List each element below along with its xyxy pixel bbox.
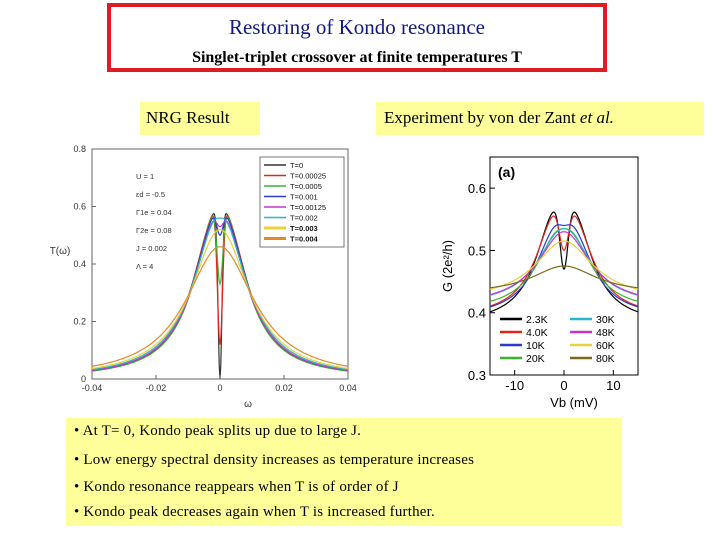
nrg-y-label: T(ω) [50,246,71,257]
exp-ytick-3: 0.6 [468,181,486,196]
exp-ytick-1: 0.4 [468,306,486,321]
nrg-line-6 [91,228,349,370]
exp-legend-label-4: 30K [596,314,615,326]
exp-legend-label-7: 80K [596,353,615,365]
nrg-line-2 [91,216,349,372]
nrg-line-5 [91,217,349,371]
exp-line-0 [489,211,639,313]
nrg-param-3: Γ2e = 0.08 [136,226,172,235]
nrg-legend-label-0: T=0 [290,161,303,170]
nrg-legend-label-7: T=0.004 [290,235,319,244]
exp-panel-label: (a) [498,164,515,180]
nrg-line-7 [91,246,349,367]
exp-line-1 [489,215,639,307]
exp-xtick-0: -10 [505,378,524,393]
nrg-param-1: εd = -0.5 [136,190,165,199]
exp-line-5 [489,231,639,296]
exp-legend-label-2: 10K [526,340,545,352]
nrg-result-label: NRG Result [140,102,260,135]
exp-ytick-0: 0.3 [468,368,486,383]
exp-legend-label-6: 60K [596,340,615,352]
experiment-chart: (a) 0.3 0.4 0.5 0.6 -10 0 10 Vb (mV) G (2e²/h) 2.3… [440,156,639,410]
exp-legend-label-5: 48K [596,327,615,339]
nrg-xtick-1: -0.02 [146,383,167,393]
nrg-legend-label-6: T=0.003 [290,224,318,233]
nrg-xtick-2: 0 [217,383,222,393]
nrg-param-4: J = 0.002 [136,244,167,253]
bullet-4: • Kondo peak decreases again when T is i… [74,504,435,520]
bullet-box: • At T= 0, Kondo peak splits up due to l… [66,418,622,526]
nrg-legend-label-1: T=0.00025 [290,172,326,181]
exp-line-2 [489,224,639,308]
exp-ytick-2: 0.5 [468,243,486,258]
exp-xtick-2: 10 [606,378,620,393]
nrg-xtick-4: 0.04 [339,383,357,393]
nrg-param-2: Γ1e = 0.04 [136,208,172,217]
nrg-x-label: ω [244,399,252,410]
slide-title: Restoring of Kondo resonance [228,15,486,39]
experiment-label: Experiment by von der Zant et al. [376,102,704,135]
nrg-xtick-0: -0.04 [82,383,103,393]
exp-legend-label-0: 2.3K [526,314,548,326]
nrg-legend-label-5: T=0.002 [290,214,318,223]
exp-x-label: Vb (mV) [550,395,598,410]
nrg-ytick-1: 0.2 [73,317,86,327]
nrg-chart: 0 0.2 0.4 0.6 0.8 -0.04 -0.02 0 0.02 0.04 ω T(ω) U =… [50,144,357,410]
exp-y-label: G (2e²/h) [440,240,455,292]
exp-line-7 [490,265,638,289]
nrg-legend-label-4: T=0.00125 [290,203,326,212]
exp-legend-label-1: 4.0K [526,327,548,339]
title-box: Restoring of Kondo resonance Singlet-tri… [107,3,607,72]
slide-subtitle: Singlet-triplet crossover at finite temp… [192,49,522,66]
bullet-2: • Low energy spectral density increases … [74,452,475,468]
nrg-ytick-3: 0.6 [73,202,86,212]
nrg-legend-label-3: T=0.001 [290,193,318,202]
nrg-param-0: U = 1 [136,172,154,181]
nrg-param-5: Λ = 4 [136,262,153,271]
exp-line-6 [489,240,639,290]
nrg-ytick-4: 0.8 [73,144,86,154]
nrg-ytick-2: 0.4 [73,259,86,269]
experiment-label-italic: et al. [579,108,614,127]
experiment-label-text: Experiment by von der Zant [384,108,580,127]
nrg-ytick-0: 0 [81,374,86,384]
nrg-line-4 [91,220,349,371]
bullet-3: • Kondo resonance reappears when T is of… [74,479,399,495]
nrg-xtick-3: 0.02 [275,383,293,393]
bullet-1: • At T= 0, Kondo peak splits up due to l… [74,423,362,439]
exp-xtick-1: 0 [560,378,567,393]
nrg-legend-box [259,156,345,248]
exp-legend-label-3: 20K [526,353,545,365]
nrg-legend-label-2: T=0.0005 [290,182,322,191]
